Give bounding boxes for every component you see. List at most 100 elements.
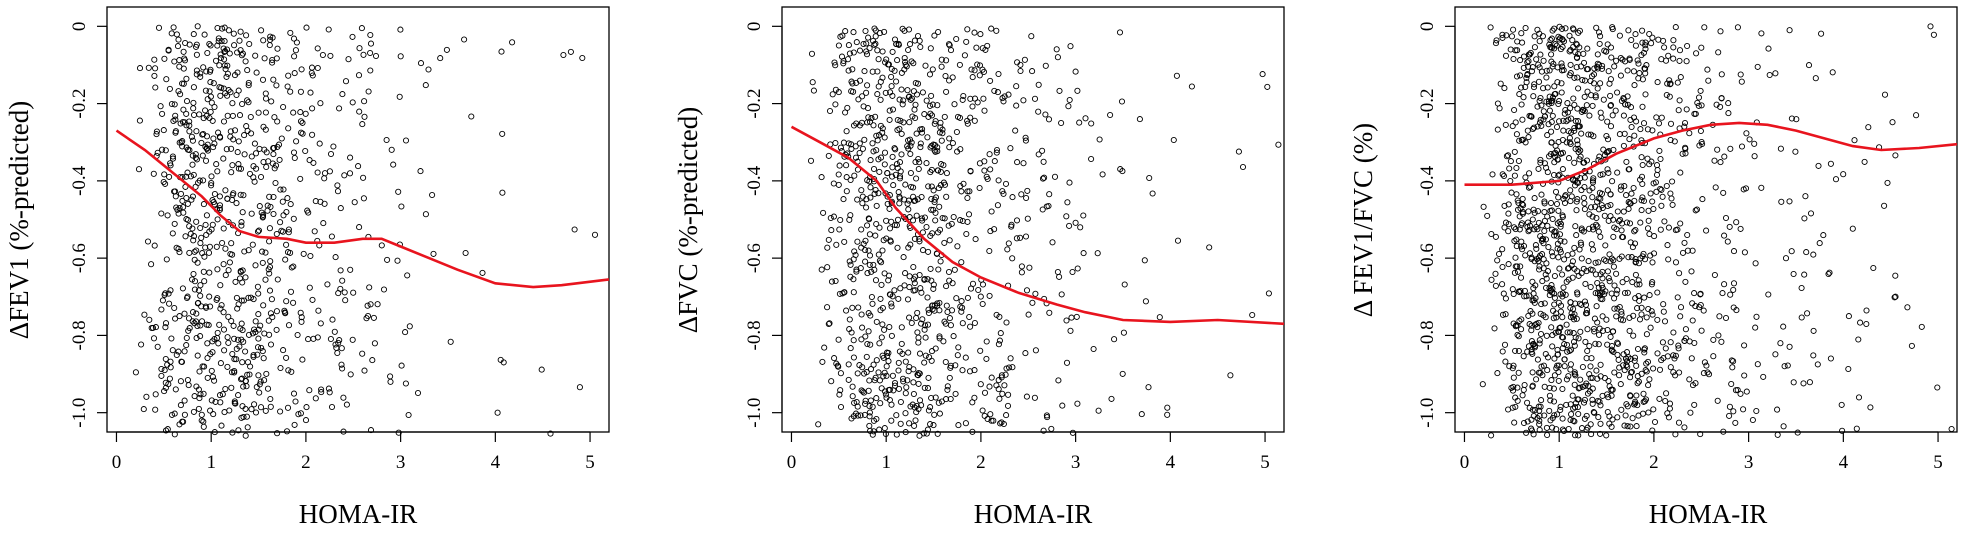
scatter-point [896,175,904,182]
scatter-point [995,341,1002,348]
scatter-point [848,141,855,148]
scatter-point [1088,155,1095,163]
scatter-point [248,153,255,160]
scatter-point [192,43,200,50]
scatter-point [1666,400,1674,407]
scatter-point [1586,211,1593,218]
scatter-point [875,156,882,163]
scatter-point [1510,290,1517,298]
scatter-point [875,369,882,376]
scatter-point [921,275,928,283]
scatter-point [1555,299,1562,306]
scatter-point [235,301,242,308]
scatter-point [367,301,374,308]
y-axis: 0-0.2-0.4-0.6-0.8-1.0 [69,22,108,428]
scatter-point [1174,237,1182,244]
scatter-point [1594,198,1601,205]
scatter-point [260,355,267,362]
scatter-point [342,297,349,304]
y-tick-label: -1.0 [69,398,90,428]
scatter-point [1650,406,1657,413]
scatter-point [976,184,983,192]
scatter-point [231,369,238,376]
scatter-point [1530,124,1538,131]
scatter-point [1660,301,1667,308]
scatter-point [1540,362,1547,369]
scatter-point [1574,137,1581,144]
scatter-point [1517,274,1525,281]
scatter-point [1575,85,1582,92]
scatter-point [234,49,241,56]
scatter-point [193,247,200,254]
scatter-point [1639,27,1646,34]
scatter-point [842,28,849,35]
scatter-point [1539,222,1546,229]
scatter-point [1479,381,1486,388]
scatter-point [214,168,221,175]
scatter-point [877,307,884,314]
scatter-point [282,256,289,263]
scatter-point [266,42,273,49]
scatter-point [255,372,262,379]
scatter-point [1537,116,1544,123]
scatter-point [1670,55,1677,62]
scatter-point [1519,195,1526,202]
scatter-point [1614,340,1622,347]
scatter-point [229,112,236,119]
scatter-point [820,209,827,216]
scatter-point [395,188,402,195]
scatter-point [922,334,929,341]
scatter-point [297,410,304,417]
scatter-point [955,344,962,351]
scatter-point [953,295,960,302]
scatter-point [1693,50,1700,57]
scatter-point [846,316,853,323]
scatter-point [1138,411,1145,418]
scatter-point [1934,384,1941,391]
scatter-point [832,62,839,69]
scatter-point [1881,202,1888,209]
scatter-point [1904,304,1911,311]
scatter-point [1682,144,1689,151]
scatter-point [1607,44,1615,51]
scatter-point [1870,264,1877,272]
scatter-point [217,305,224,312]
scatter-point [977,293,984,300]
scatter-point [1578,225,1585,232]
scatter-point [1618,253,1625,260]
scatter-point [204,374,211,381]
scatter-point [1657,226,1664,233]
scatter-point [949,74,956,81]
scatter-point [927,110,934,117]
scatter-point [945,41,953,48]
scatter-point [1774,431,1781,438]
scatter-point [292,398,299,405]
scatter-point [160,127,167,134]
scatter-point [898,130,905,137]
scatter-point [904,377,911,384]
scatter-point [1606,278,1613,285]
scatter-point [1607,92,1614,99]
scatter-point [1682,278,1689,285]
scatter-point [929,101,936,108]
scatter-point [1718,95,1725,102]
scatter-point [1665,224,1672,231]
scatter-point [430,250,437,257]
scatter-point [196,368,203,375]
scatter-point [1567,329,1574,336]
scatter-point [1074,265,1081,272]
scatter-point [291,154,298,162]
scatter-point [917,144,924,151]
scatter-point [885,61,892,68]
scatter-point [967,95,974,102]
scatter-point [1766,71,1773,79]
scatter-point [1491,325,1498,332]
scatter-point [881,326,888,333]
scatter-point [1623,192,1630,199]
scatter-point [1722,214,1730,222]
scatter-point [1643,368,1650,375]
scatter-point [1717,28,1724,35]
scatter-point [853,398,860,406]
scatter-point [193,383,200,390]
scatter-point [1530,84,1538,91]
